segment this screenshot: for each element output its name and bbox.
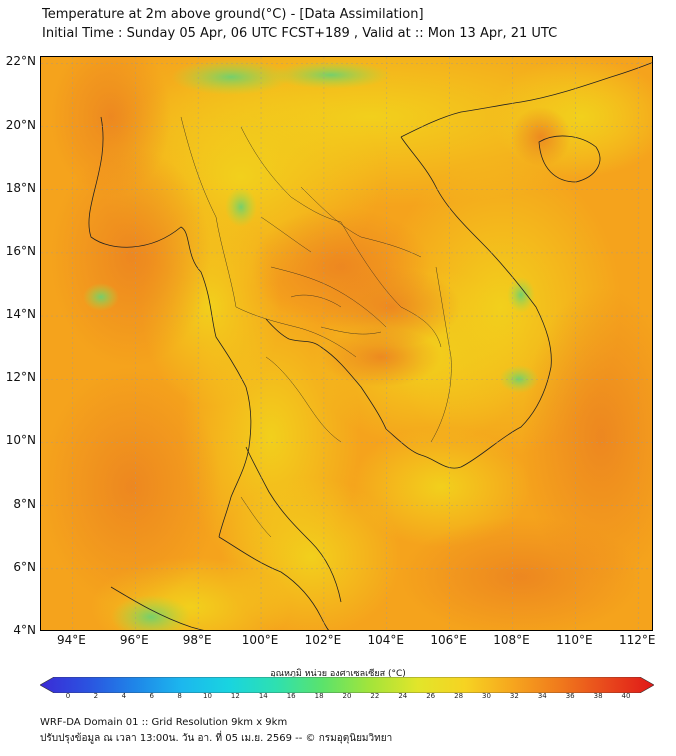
lon-label: 106°E xyxy=(430,633,467,647)
sumatra-coast xyxy=(110,586,205,630)
colorbar-tick-label: 0 xyxy=(65,692,71,700)
lat-label: 6°N xyxy=(13,559,36,574)
admin-boundaries xyxy=(180,116,452,538)
colorbar-tick-label: 30 xyxy=(482,692,491,700)
colorbar-tick-label: 16 xyxy=(286,692,296,700)
colorbar-tick-label: 20 xyxy=(342,692,352,700)
south-china-coast xyxy=(400,62,652,138)
colorbar-tick-label: 28 xyxy=(454,692,464,700)
colorbar-tick-label: 40 xyxy=(621,692,631,700)
map-title: Temperature at 2m above ground(°C) - [Da… xyxy=(42,7,424,22)
cool-zones xyxy=(83,59,539,630)
lat-label: 22°N xyxy=(5,54,36,69)
lon-label: 104°E xyxy=(367,633,405,647)
colorbar-tick-label: 12 xyxy=(230,692,240,700)
colorbar-tick-label: 10 xyxy=(203,692,212,700)
colorbar-tick-label: 2 xyxy=(93,692,99,700)
colorbar-tick-label: 6 xyxy=(149,692,154,700)
lon-label: 108°E xyxy=(493,633,530,647)
colorbar-tick-label: 26 xyxy=(426,692,436,700)
lat-label: 18°N xyxy=(5,180,36,195)
lon-label: 94°E xyxy=(56,633,86,647)
map-subtitle: Initial Time : Sunday 05 Apr, 06 UTC FCS… xyxy=(42,26,558,41)
hainan-island xyxy=(538,135,601,183)
gulf-of-thailand-north xyxy=(265,318,387,430)
colorbar-tick-label: 36 xyxy=(565,692,575,700)
colorbar-tick-label: 34 xyxy=(537,692,547,700)
graticule xyxy=(41,57,652,630)
lat-label: 8°N xyxy=(13,496,36,511)
lon-label: 102°E xyxy=(304,633,342,647)
lon-label: 110°E xyxy=(556,633,593,647)
temperature-map[interactable] xyxy=(40,56,653,631)
lat-label: 14°N xyxy=(5,307,36,322)
lat-label: 16°N xyxy=(5,243,36,258)
footer-model-info: WRF-DA Domain 01 :: Grid Resolution 9km … xyxy=(40,717,288,728)
lon-label: 112°E xyxy=(619,633,656,647)
lat-label: 4°N xyxy=(13,623,36,637)
colorbar-tick-label: 24 xyxy=(398,692,408,700)
colorbar-tick-label: 8 xyxy=(177,692,182,700)
temperature-field xyxy=(41,57,652,630)
colorbar-ticks: 0 2 4 6 8 10 12 14 16 18 20 22 24 26 28 30 32 34 36 38 40 xyxy=(0,692,676,704)
malay-peninsula-west xyxy=(218,536,329,630)
lon-label: 100°E xyxy=(241,633,279,647)
colorbar-tick-label: 4 xyxy=(121,692,127,700)
footer-update-info: ปรับปรุงข้อมูล ณ เวลา 13:00น. วัน อา. ที… xyxy=(40,733,393,744)
colorbar-tick-label: 32 xyxy=(509,692,519,700)
lon-label: 96°E xyxy=(119,633,149,647)
malay-peninsula-east xyxy=(245,446,342,603)
hot-zones xyxy=(41,57,652,630)
colorbar-tick-label: 38 xyxy=(593,692,603,700)
lat-label: 20°N xyxy=(5,117,36,132)
temperature-colorbar xyxy=(40,677,654,693)
colorbar-tick-label: 18 xyxy=(314,692,324,700)
lat-label: 12°N xyxy=(5,370,36,385)
myanmar-coast xyxy=(88,116,252,538)
lat-label: 10°N xyxy=(5,433,36,448)
lon-label: 98°E xyxy=(182,633,212,647)
colorbar-tick-label: 22 xyxy=(370,692,380,700)
colorbar-title: อุณหภูมิ หน่วย องศาเซลเซียส (°C) xyxy=(270,669,406,679)
colorbar-tick-label: 14 xyxy=(258,692,268,700)
